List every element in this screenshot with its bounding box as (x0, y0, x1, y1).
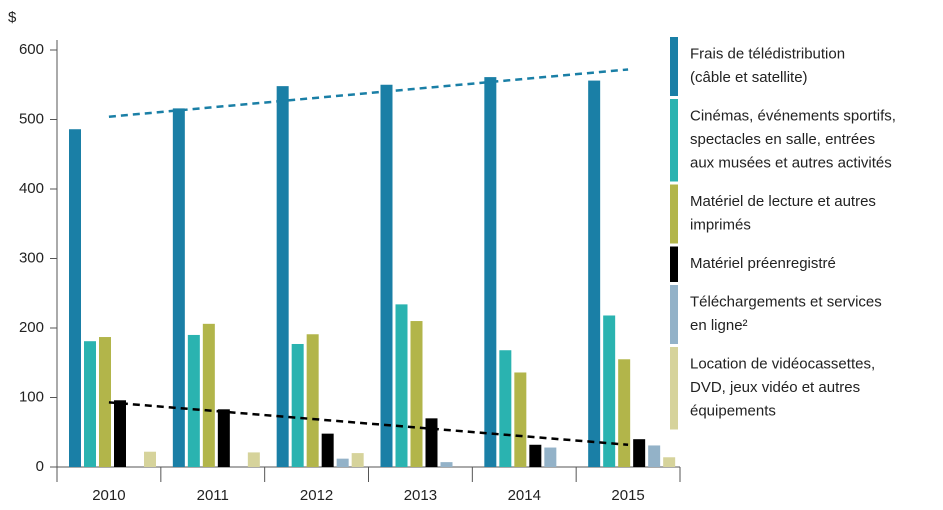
bar (351, 453, 364, 467)
bar (144, 451, 156, 467)
legend-label: DVD, jeux vidéo et autres (690, 379, 860, 396)
y-tick-label: 600 (19, 41, 44, 58)
bar (202, 323, 215, 467)
legend-label: Cinémas, événements sportifs, (690, 108, 896, 125)
legend-label: imprimés (690, 217, 751, 234)
legend-swatch (670, 285, 678, 344)
legend-label: Frais de télédistribution (690, 46, 845, 63)
bar (306, 334, 319, 467)
x-tick-label: 2015 (611, 487, 644, 504)
x-tick-label: 2012 (300, 487, 333, 504)
bar (663, 457, 676, 467)
y-tick-label: 0 (36, 458, 44, 475)
bar (633, 439, 646, 467)
bar (187, 334, 200, 467)
bar (588, 80, 601, 467)
bar (544, 447, 557, 467)
bar (114, 400, 126, 467)
y-tick-label: 300 (19, 249, 44, 266)
bar (425, 418, 438, 467)
bar (99, 337, 111, 467)
bar (499, 350, 512, 467)
bar (618, 359, 631, 467)
bar (380, 84, 393, 467)
bar (440, 462, 453, 467)
legend-label: Matériel préenregistré (690, 255, 836, 272)
x-tick-label: 2011 (197, 487, 229, 504)
bar (648, 445, 661, 467)
legend-label: spectacles en salle, entrées (690, 131, 875, 148)
bar (321, 433, 334, 467)
y-tick-label: 100 (19, 388, 44, 405)
legend-swatch (670, 99, 678, 182)
legend-swatch (670, 347, 678, 430)
legend-label: Téléchargements et services (690, 294, 882, 311)
legend-swatch (670, 246, 678, 282)
bar (291, 343, 304, 467)
trend-line (108, 401, 629, 447)
bar (247, 452, 260, 467)
bar (529, 444, 542, 467)
legend-label: Location de vidéocassettes, (690, 356, 875, 373)
bar (395, 304, 408, 467)
legend-swatch (670, 184, 678, 244)
bar (484, 77, 497, 467)
bar (172, 108, 185, 467)
bar (336, 458, 349, 467)
y-tick-label: 400 (19, 180, 44, 197)
legend-label: Matériel de lecture et autres (690, 193, 876, 210)
y-tick-label: 200 (19, 319, 44, 336)
bar (276, 86, 289, 467)
x-tick-label: 2010 (92, 487, 125, 504)
bar (603, 315, 616, 467)
bar (69, 129, 81, 468)
bar (514, 372, 527, 467)
bar (410, 321, 423, 467)
bar (84, 341, 96, 467)
trend-line (108, 68, 629, 118)
legend-label: équipements (690, 403, 776, 420)
legend-label: (câble et satellite) (690, 69, 808, 86)
x-tick-label: 2014 (508, 487, 541, 504)
legend-swatch (670, 37, 678, 96)
bar (217, 409, 230, 467)
legend-label: en ligne² (690, 317, 748, 334)
y-tick-label: 500 (19, 110, 44, 127)
y-axis-label: $ (8, 9, 17, 26)
x-tick-label: 2013 (404, 487, 437, 504)
legend-label: aux musées et autres activités (690, 155, 892, 172)
